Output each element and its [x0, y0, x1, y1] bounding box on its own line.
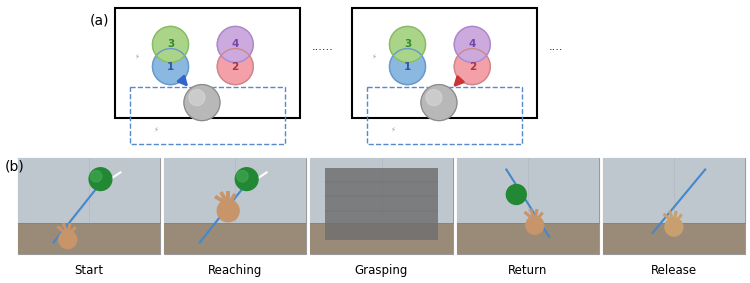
Circle shape [184, 85, 220, 121]
Circle shape [236, 168, 258, 190]
Circle shape [58, 231, 76, 248]
Circle shape [506, 185, 526, 204]
Text: ......: ...... [312, 42, 334, 52]
Text: ⚡: ⚡ [153, 127, 158, 133]
Bar [529, 208, 535, 217]
Bar [69, 226, 76, 234]
Bar [603, 223, 745, 254]
Text: 4: 4 [232, 39, 239, 50]
Bar [219, 191, 228, 203]
Text: ....: .... [549, 42, 563, 52]
Bar [130, 87, 285, 144]
Bar [18, 223, 160, 254]
Text: Release: Release [651, 264, 697, 277]
Text: ⚡: ⚡ [135, 54, 140, 60]
Circle shape [665, 218, 682, 236]
Text: (a): (a) [90, 14, 110, 28]
Circle shape [389, 49, 425, 85]
Circle shape [426, 90, 442, 106]
Text: ⚡: ⚡ [390, 127, 395, 133]
Bar [536, 212, 544, 220]
Circle shape [152, 49, 188, 85]
Circle shape [217, 200, 239, 222]
Bar [67, 223, 71, 232]
Bar [524, 211, 532, 218]
Bar [164, 223, 307, 254]
Circle shape [454, 26, 490, 63]
Bar [18, 158, 160, 223]
Bar [352, 8, 537, 118]
Text: Grasping: Grasping [355, 264, 408, 277]
Text: 2: 2 [469, 62, 476, 72]
Bar [214, 195, 226, 204]
Bar [675, 213, 683, 222]
Bar [457, 158, 598, 254]
Circle shape [237, 171, 248, 182]
Text: Start: Start [74, 264, 104, 277]
Circle shape [89, 168, 112, 190]
Text: (b): (b) [5, 160, 25, 174]
Bar [668, 210, 674, 219]
Bar [325, 168, 439, 240]
Text: 1: 1 [166, 62, 174, 72]
Circle shape [454, 49, 490, 85]
Circle shape [91, 171, 102, 182]
Circle shape [152, 26, 188, 63]
Circle shape [217, 26, 254, 63]
Bar [674, 211, 677, 219]
Circle shape [217, 49, 254, 85]
Bar [310, 223, 452, 254]
Bar [457, 223, 598, 254]
Bar [56, 225, 64, 233]
Bar [226, 191, 230, 202]
Bar [115, 8, 300, 118]
Circle shape [189, 90, 205, 106]
Circle shape [421, 85, 457, 121]
Bar [164, 158, 307, 223]
Bar [662, 213, 670, 220]
Bar [603, 158, 745, 254]
Bar [228, 193, 236, 205]
Bar [62, 223, 68, 231]
Text: 2: 2 [232, 62, 238, 72]
Bar [310, 158, 452, 223]
Bar [457, 158, 598, 223]
Text: 3: 3 [404, 39, 411, 50]
Text: 1: 1 [404, 62, 411, 72]
Text: Reaching: Reaching [208, 264, 262, 277]
Text: 3: 3 [166, 39, 174, 50]
Bar [603, 158, 745, 223]
Bar [534, 209, 538, 217]
Bar [367, 87, 522, 144]
Circle shape [526, 216, 544, 234]
Bar [164, 158, 307, 254]
Text: ⚡: ⚡ [372, 54, 376, 60]
Bar [18, 158, 160, 254]
Circle shape [389, 26, 425, 63]
Bar [310, 158, 452, 254]
Text: Return: Return [508, 264, 548, 277]
Text: 4: 4 [469, 39, 476, 50]
